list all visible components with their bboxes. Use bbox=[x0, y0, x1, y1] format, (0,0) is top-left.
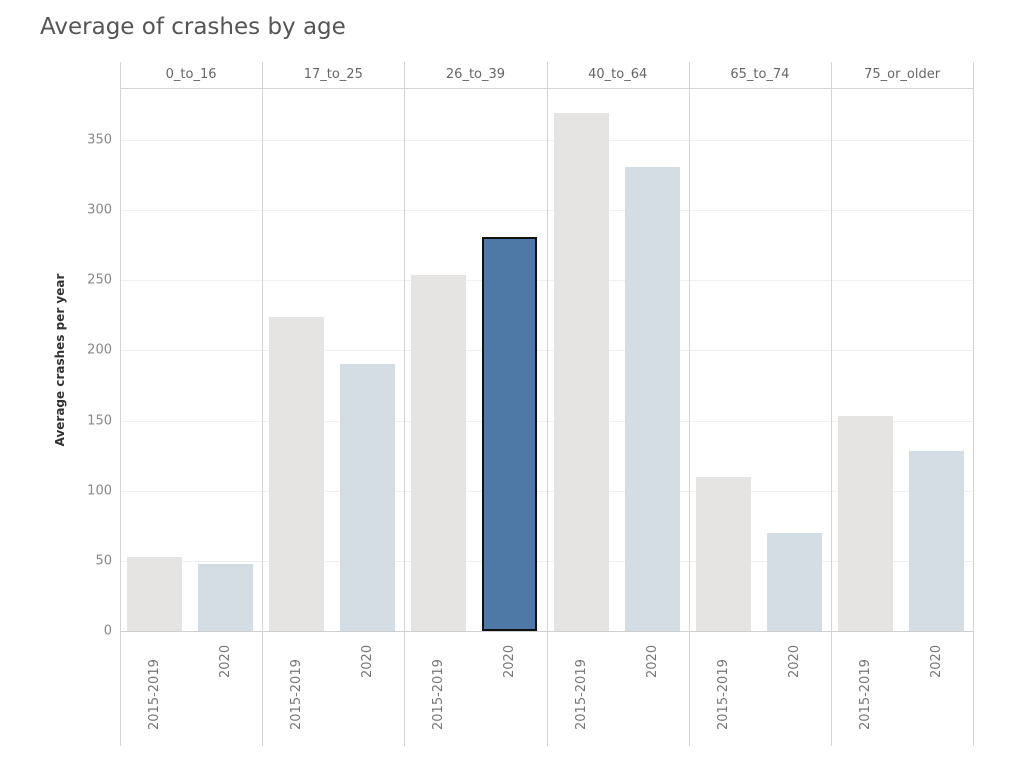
x-tick-label: 2020 bbox=[929, 644, 944, 678]
panel-header-65-to-74: 65_to_74 bbox=[730, 67, 790, 82]
y-tick-label: 200 bbox=[87, 342, 112, 358]
x-tick-label: 2015-2019 bbox=[858, 659, 873, 730]
bar-40-to-64-2015-2019[interactable] bbox=[553, 113, 609, 631]
panel-header-40-to-64: 40_to_64 bbox=[588, 67, 648, 82]
panel-divider bbox=[831, 62, 832, 746]
panel-header-75-or-older: 75_or_older bbox=[864, 67, 941, 82]
x-tick-label: 2020 bbox=[502, 644, 518, 678]
gridline bbox=[120, 210, 973, 212]
bar-26-to-39-2015-2019[interactable] bbox=[411, 274, 467, 631]
gridline bbox=[120, 280, 973, 282]
y-tick-label: 300 bbox=[87, 202, 112, 218]
gridline bbox=[120, 560, 973, 562]
y-tick-label: 100 bbox=[87, 483, 112, 499]
gridline bbox=[120, 350, 973, 352]
bar-0-to-16-2020[interactable] bbox=[198, 563, 253, 631]
bar-75-or-older-2020[interactable] bbox=[909, 451, 964, 631]
x-tick-label: 2015-2019 bbox=[715, 659, 731, 730]
bar-65-to-74-2015-2019[interactable] bbox=[695, 476, 751, 631]
panel-divider bbox=[689, 62, 690, 746]
gridline bbox=[120, 140, 973, 141]
bar-17-to-25-2015-2019[interactable] bbox=[269, 316, 325, 631]
x-tick-label: 2015-2019 bbox=[573, 659, 589, 730]
y-tick-label: 250 bbox=[87, 272, 112, 288]
y-tick-label: 150 bbox=[87, 413, 112, 429]
panel-divider bbox=[547, 62, 548, 746]
bar-17-to-25-2020[interactable] bbox=[340, 364, 396, 631]
panel-header-26-to-39: 26_to_39 bbox=[445, 67, 506, 82]
y-tick-label: 50 bbox=[95, 553, 112, 569]
panel-divider bbox=[262, 62, 263, 746]
x-tick-label: 2020 bbox=[786, 644, 802, 678]
y-tick-label: 0 bbox=[103, 623, 112, 639]
chart-title: Average of crashes by age bbox=[40, 14, 346, 40]
panel-divider bbox=[973, 62, 974, 746]
y-tick-label: 350 bbox=[87, 132, 112, 148]
y-axis-label: Average crashes per year bbox=[53, 273, 67, 447]
panel-header-17-to-25: 17_to_25 bbox=[303, 67, 363, 82]
x-tick-label: 2020 bbox=[360, 644, 376, 678]
gridline bbox=[120, 490, 973, 492]
x-tick-label: 2015-2019 bbox=[147, 659, 162, 730]
x-axis-line bbox=[120, 631, 973, 632]
bar-26-to-39-2020[interactable] bbox=[482, 236, 538, 631]
bar-65-to-74-2020[interactable] bbox=[766, 532, 822, 631]
x-tick-label: 2020 bbox=[218, 644, 233, 678]
gridline bbox=[120, 420, 973, 422]
header-bottom-border bbox=[120, 88, 973, 89]
x-tick-label: 2015-2019 bbox=[431, 659, 447, 730]
panel-header-0-to-16: 0_to_16 bbox=[165, 67, 217, 82]
bar-75-or-older-2015-2019[interactable] bbox=[838, 416, 893, 631]
x-tick-label: 2015-2019 bbox=[289, 659, 305, 730]
panel-divider bbox=[120, 62, 121, 746]
x-tick-label: 2020 bbox=[644, 644, 660, 678]
panel-divider bbox=[404, 62, 405, 746]
bar-40-to-64-2020[interactable] bbox=[624, 166, 680, 631]
bar-0-to-16-2015-2019[interactable] bbox=[127, 556, 182, 631]
